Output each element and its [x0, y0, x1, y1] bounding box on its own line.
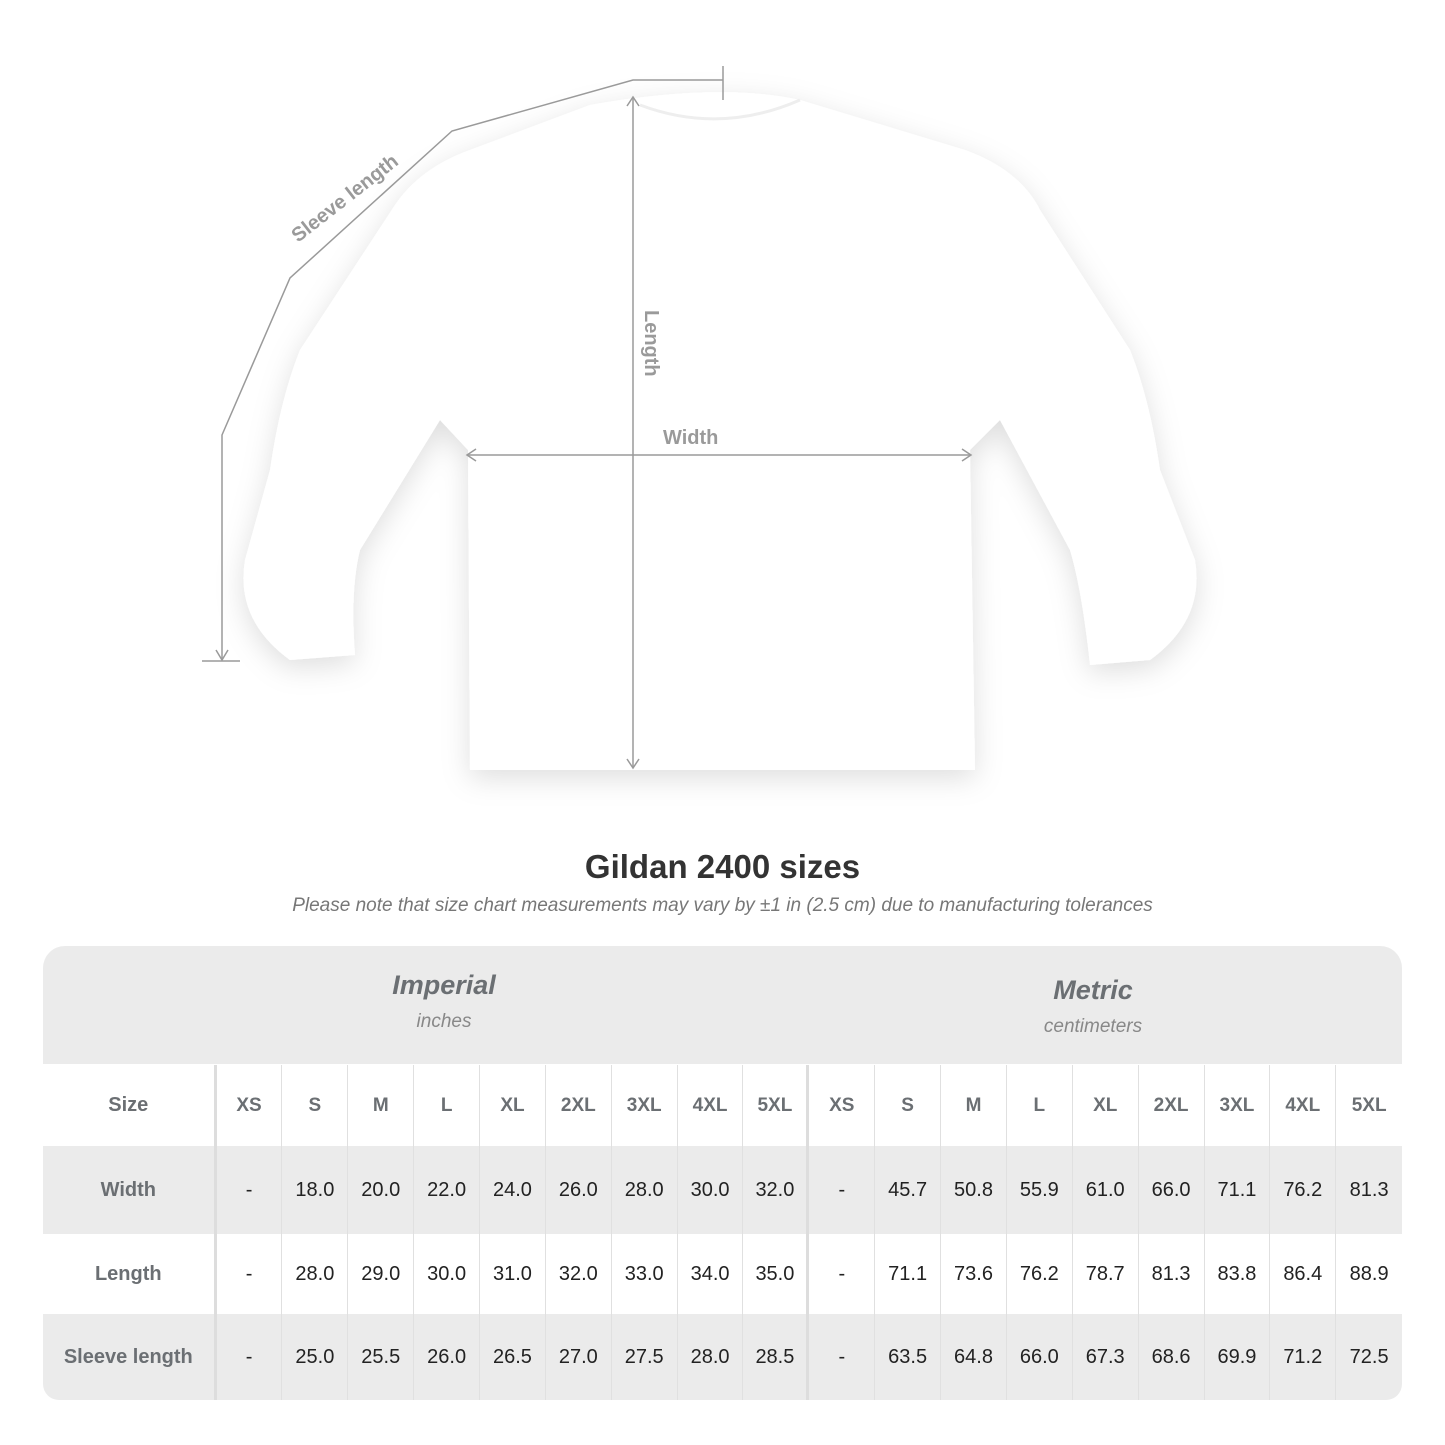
table-row: Width -18.0 20.0 22.0 24.0 26.0 28.0 30.0 32.0-4…	[43, 1146, 1402, 1234]
metric-value-cell: -	[809, 1234, 876, 1314]
metric-size-l: L	[1007, 1065, 1073, 1146]
size-table: Size XS S M L XL 2XL 3XL 4XL 5XL XS S M L XL 2XL 3XL 4XL 5…	[43, 1065, 1402, 1400]
metric-value-cell: 63.5	[875, 1314, 942, 1400]
metric-value-cell: 68.6	[1139, 1314, 1205, 1400]
metric-header: Metric centimeters	[893, 975, 1293, 1038]
metric-value-cell: 45.7	[875, 1146, 942, 1234]
tolerance-note: Please note that size chart measurements…	[292, 895, 1153, 916]
metric-size-m: M	[941, 1065, 1007, 1146]
imperial-title: Imperial	[392, 970, 496, 1000]
imperial-size-m: M	[348, 1065, 415, 1146]
size-header-row: Size XS S M L XL 2XL 3XL 4XL 5XL XS S M L XL 2XL 3XL 4XL 5…	[43, 1065, 1402, 1146]
metric-value-cell: 76.2	[1007, 1234, 1073, 1314]
imperial-value-cell: 18.0	[282, 1146, 349, 1234]
imperial-size-3xl: 3XL	[612, 1065, 678, 1146]
metric-value-cell: 78.7	[1073, 1234, 1139, 1314]
imperial-value-cell: 32.0	[743, 1146, 810, 1234]
metric-value-cell: 69.9	[1205, 1314, 1271, 1400]
metric-value-cell: 72.5	[1349, 1345, 1389, 1368]
metric-unit: centimeters	[1043, 1016, 1143, 1037]
metric-value-cell: -	[809, 1314, 876, 1400]
imperial-value-cell: 25.0	[282, 1314, 349, 1400]
imperial-size-xl: XL	[480, 1065, 546, 1146]
unit-header-band	[43, 946, 1402, 1064]
metric-value-cell: 55.9	[1007, 1146, 1073, 1234]
metric-size-s: S	[875, 1065, 942, 1146]
metric-value-cell: 86.4	[1270, 1234, 1337, 1314]
imperial-value-cell: 30.0	[678, 1146, 744, 1234]
metric-size-2xl: 2XL	[1139, 1065, 1205, 1146]
metric-size-3xl: 3XL	[1205, 1065, 1271, 1146]
metric-value-cell: 71.1	[875, 1234, 942, 1314]
imperial-value-cell: 28.0	[282, 1234, 349, 1314]
metric-size-5xl: 5XL	[1351, 1094, 1387, 1116]
length-label: Length	[640, 310, 662, 377]
width-label: Width	[663, 427, 718, 449]
imperial-value-cell: 26.0	[414, 1314, 481, 1400]
table-row: Length -28.0 29.0 30.0 31.0 32.0 33.0 34.0 35.0-…	[43, 1234, 1402, 1314]
sleeve-length-line	[221, 79, 723, 660]
metric-value-cell: 66.0	[1139, 1146, 1205, 1234]
imperial-value-cell: 28.0	[612, 1146, 678, 1234]
metric-value-cell: 66.0	[1007, 1314, 1073, 1400]
imperial-value-cell: 26.0	[546, 1146, 612, 1234]
metric-value-cell: 83.8	[1205, 1234, 1271, 1314]
metric-value-cell: 71.1	[1205, 1146, 1271, 1234]
metric-title: Metric	[1053, 975, 1133, 1005]
imperial-size-xs: XS	[217, 1065, 283, 1146]
imperial-size-2xl: 2XL	[546, 1065, 612, 1146]
metric-value-cell: 71.2	[1270, 1314, 1337, 1400]
row-label: Sleeve length	[43, 1314, 217, 1400]
metric-size-4xl: 4XL	[1270, 1065, 1337, 1146]
metric-value-cell: 81.3	[1139, 1234, 1205, 1314]
long-sleeve-shirt	[243, 92, 1197, 771]
metric-value-cell: 64.8	[941, 1314, 1007, 1400]
metric-value-cell: -	[809, 1146, 876, 1234]
imperial-size-4xl: 4XL	[678, 1065, 744, 1146]
imperial-value-cell: 20.0	[348, 1146, 415, 1234]
imperial-value-cell: 31.0	[480, 1234, 546, 1314]
imperial-unit: inches	[416, 1011, 472, 1032]
imperial-value-cell: 28.5	[743, 1314, 810, 1400]
imperial-value-cell: 32.0	[546, 1234, 612, 1314]
imperial-value-cell: 28.0	[678, 1314, 744, 1400]
metric-size-xs: XS	[809, 1065, 876, 1146]
table-row: Sleeve length -25.0 25.5 26.0 26.5 27.0 27.5 28…	[43, 1314, 1402, 1400]
row-label: Width	[43, 1146, 217, 1234]
imperial-value-cell: 29.0	[348, 1234, 415, 1314]
metric-value-cell: 88.9	[1349, 1262, 1389, 1285]
imperial-value-cell: 27.0	[546, 1314, 612, 1400]
size-label: Size	[43, 1065, 217, 1146]
metric-value-cell: 61.0	[1073, 1146, 1139, 1234]
imperial-value-cell: 26.5	[480, 1314, 546, 1400]
imperial-value-cell: 24.0	[480, 1146, 546, 1234]
shirt-diagram: Sleeve length Length Width	[202, 66, 1197, 771]
metric-value-cell: 73.6	[941, 1234, 1007, 1314]
imperial-header: Imperial inches	[244, 970, 644, 1033]
imperial-size-5xl: 5XL	[743, 1065, 810, 1146]
imperial-value-cell: 34.0	[678, 1234, 744, 1314]
imperial-value-cell: 27.5	[612, 1314, 678, 1400]
metric-value-cell: 50.8	[941, 1146, 1007, 1234]
imperial-value-cell: -	[217, 1314, 283, 1400]
imperial-value-cell: 25.5	[348, 1314, 415, 1400]
imperial-value-cell: 33.0	[612, 1234, 678, 1314]
imperial-value-cell: 22.0	[414, 1146, 481, 1234]
imperial-size-l: L	[414, 1065, 481, 1146]
imperial-value-cell: 35.0	[743, 1234, 810, 1314]
imperial-value-cell: -	[217, 1146, 283, 1234]
metric-size-xl: XL	[1073, 1065, 1139, 1146]
imperial-value-cell: -	[217, 1234, 283, 1314]
row-label: Length	[43, 1234, 217, 1314]
metric-value-cell: 81.3	[1349, 1178, 1389, 1201]
metric-value-cell: 76.2	[1270, 1146, 1337, 1234]
page-title: Gildan 2400 sizes	[584, 848, 861, 885]
imperial-value-cell: 30.0	[414, 1234, 481, 1314]
imperial-size-s: S	[282, 1065, 349, 1146]
metric-value-cell: 67.3	[1073, 1314, 1139, 1400]
